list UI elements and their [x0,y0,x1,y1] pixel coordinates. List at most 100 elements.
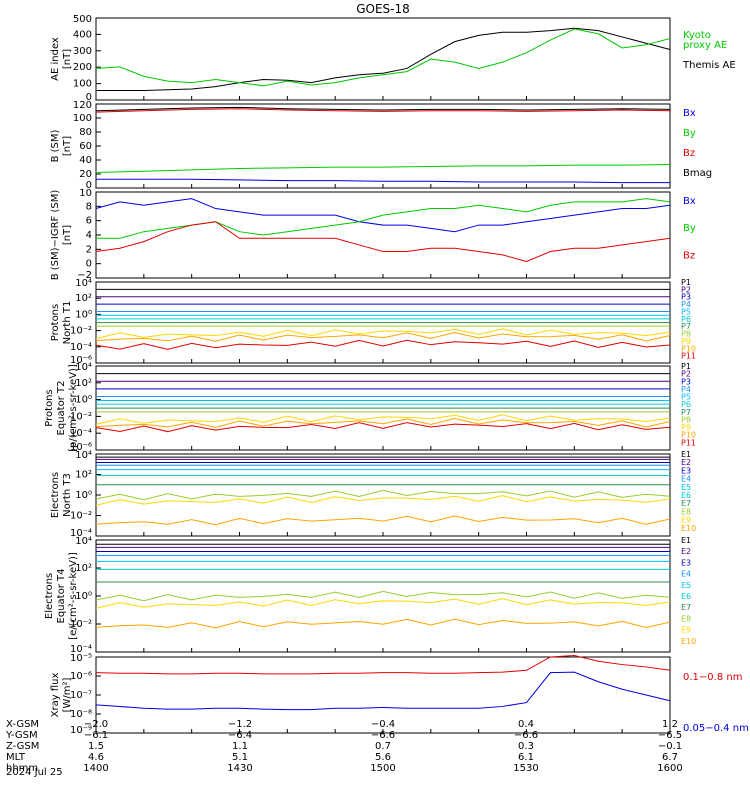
series-line [95,618,671,629]
y-tick-label: 10⁻⁷ [70,690,92,701]
series-line [95,590,671,602]
panel-bigrf: 10 8 6 4 2 0−2 B (SM)−IGRF (SM) [nT] Bx By Bz [50,188,696,281]
series-line [96,27,671,92]
series-line [95,28,671,87]
footer-value: 1400 [83,763,108,774]
y-tick-label: 0 [86,259,92,270]
y-tick-label: 120 [73,100,92,111]
y-tick-label: 10² [75,470,92,481]
footer-value: 1.1 [232,741,248,752]
y-axis-label: Protons [44,389,55,426]
y-tick-label: 10⁻² [70,511,92,522]
series-line [95,339,671,350]
y-tick-label: 0 [86,92,92,103]
legend-label: P8 [681,415,691,424]
footer-value: 6.1 [518,752,534,763]
legend-label: P1 [681,278,691,287]
y-tick-label: 40 [79,155,92,166]
legend-label: P6 [681,400,691,409]
y-axis-label: B (SM) [50,129,61,162]
legend-label: proxy AE [683,40,727,51]
footer-value: 1430 [227,763,252,774]
legend-label: P8 [681,330,691,339]
footer-value: −0.1 [658,741,682,752]
y-tick-label: 10⁴ [75,536,92,547]
y-axis-label: Xray flux [50,673,61,718]
plot-title: GOES-18 [356,2,410,16]
y-tick-label: 10² [75,293,92,304]
footer-value: 0.3 [518,741,534,752]
y-tick-label: 10⁻⁴ [70,342,92,353]
legend-label: E5 [681,581,691,590]
series-line [95,331,671,342]
y-tick-label: 400 [73,29,92,40]
footer-row-label: Y-GSM [5,730,38,741]
y-tick-label: 10⁻⁴ [70,528,92,539]
legend-label: E9 [681,626,691,635]
y-tick-label: 10 [79,188,92,199]
panel-frame [95,191,671,279]
series-line [95,489,671,501]
y-tick-label: 10⁻⁶ [70,355,92,366]
y-tick-label: 10⁻⁶ [70,671,92,682]
y-tick-label: 10⁴ [75,278,92,289]
panel-pn: 10⁴ 10² 10⁰ 10⁻² 10⁻⁴ 10⁻⁶ Protons North T1 P1P2… [50,278,696,366]
legend-label: P11 [681,352,696,361]
legend-label: P9 [681,337,691,346]
y-axis-label: AE index [50,37,61,81]
y-tick-label: 10⁻⁸ [70,709,92,720]
series-line [95,671,671,711]
footer-value: −6.4 [228,730,252,741]
footer-value: 0.7 [375,741,391,752]
series-line [95,495,671,506]
legend-label: E8 [681,614,691,623]
ephemeris-footer: X-GSM −2.0 −1.2 −0.4 0.4 1.2 Y-GSM −6.1 −6.4 −6.6… [5,719,683,778]
y-tick-label: 10⁻² [70,619,92,630]
y-tick-label: 10⁻² [70,326,92,337]
panel-en: 10⁴ 10² 10⁰ 10⁻² 10⁻⁴ Electrons North T3 E1E2E3… [50,450,696,539]
legend-label: E9 [681,516,691,525]
footer-row-label: Z-GSM [6,741,39,752]
series-line [95,163,671,174]
y-tick-label: 6 [86,216,92,227]
series-line [96,198,671,239]
footer-value: −6.5 [658,730,682,741]
series-line [95,598,671,609]
y-tick-label: 200 [73,62,92,73]
legend-label: P6 [681,315,691,324]
y-tick-label: −2 [77,270,92,281]
series-line [95,198,671,233]
legend-label: P2 [681,370,691,379]
y-tick-label: 80 [79,127,92,138]
footer-value: 1.5 [88,741,104,752]
legend-label: P4 [681,385,691,394]
panel-ee: 10⁴ 10² 10⁰ 10⁻² 10⁻⁴ Electrons Equator T4 [e/(… [44,536,696,655]
legend-label: Kyoto [683,30,711,41]
footer-value: −6.6 [514,730,538,741]
legend-label: 0.1−0.8 nm [683,672,742,683]
footer-value: 6.7 [662,752,678,763]
legend-label: E10 [681,637,696,646]
legend-label: Bz [683,250,695,261]
legend-label: P7 [681,322,691,331]
y-tick-label: 10⁰ [75,395,92,406]
series-line [95,414,671,425]
legend-label: E7 [681,499,691,508]
legend-label: E4 [681,570,691,579]
legend-label: E3 [681,558,691,567]
footer-value: 0.4 [518,719,534,730]
legend-label: P5 [681,393,691,402]
legend-label: P7 [681,408,691,417]
legend-label: 0.05−0.4 nm [683,723,749,734]
panel-bsm: 120 100 80 60 40 200 B (SM) [nT] Bx By Bz Bmag [50,100,712,191]
series-line [96,178,670,184]
legend-label: P5 [681,307,691,316]
y-axis-label: [nT] [62,49,73,69]
y-tick-label: 10⁻⁶ [70,442,92,453]
panel-frame [95,17,671,101]
y-axis-label: B (SM)−IGRF (SM) [50,190,61,281]
legend-label: P9 [681,423,691,432]
legend-label: Bx [683,196,696,207]
